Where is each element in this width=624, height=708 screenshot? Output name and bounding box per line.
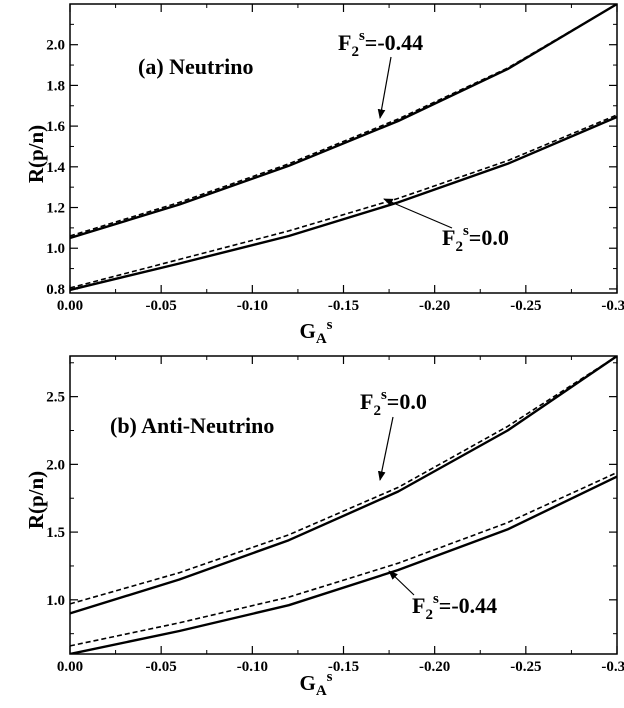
annotation-f2s-minus044-neutrino: F2s=-0.44 [338, 28, 423, 119]
svg-text:F2s=0.0: F2s=0.0 [442, 223, 509, 255]
series-line-solid [70, 475, 617, 654]
y-tick-label: 2.0 [46, 457, 65, 473]
annotation-f2s-minus044-anti-neutrino: F2s=-0.44 [388, 570, 497, 623]
y-axis-title-neutrino: R(p/n) [24, 125, 48, 183]
x-tick-label: -0.25 [510, 659, 541, 675]
series-group [70, 356, 617, 654]
svg-text:F2s=-0.44: F2s=-0.44 [412, 591, 497, 623]
y-tick-label: 1.4 [46, 160, 65, 176]
x-tick-label: -0.30 [601, 298, 624, 314]
annotation-arrow [377, 416, 394, 481]
x-tick-label: -0.25 [510, 298, 541, 314]
x-axis-title-anti-neutrino: GAs [299, 669, 332, 699]
series-line-dashed [70, 114, 617, 289]
svg-text:GAs: GAs [299, 317, 332, 347]
annotation-arrow [383, 198, 453, 229]
series-line-solid [70, 115, 617, 292]
y-tick-label: 1.6 [46, 119, 65, 135]
y-tick-label: 1.5 [46, 525, 65, 541]
y-tick-label: 0.8 [46, 282, 65, 298]
svg-text:F2s=-0.44: F2s=-0.44 [338, 28, 423, 60]
y-axis-title-anti-neutrino: R(p/n) [24, 471, 48, 529]
series-line-solid [70, 356, 617, 615]
plot-area-anti-neutrino: 0.00 -0.05 -0.10 -0.15 -0.20 -0.25 -0.30 1.0 1.5… [46, 355, 624, 675]
annotation-arrow [377, 56, 392, 119]
y-tick-label: 1.2 [46, 201, 65, 217]
svg-text:GAs: GAs [299, 669, 332, 699]
y-tick-label: 1.0 [46, 593, 65, 609]
panel-title-anti-neutrino: (b) Anti-Neutrino [110, 413, 274, 438]
x-tick-label: -0.10 [237, 298, 268, 314]
x-tick-label: -0.05 [146, 298, 177, 314]
series-line-dashed [70, 356, 617, 605]
x-tick-label: -0.30 [601, 659, 624, 675]
series-line-dashed [70, 471, 617, 647]
x-tick-label: -0.15 [328, 659, 359, 675]
annotation-arrow [388, 570, 415, 596]
y-tick-label: 2.0 [46, 38, 65, 54]
x-tick-label: -0.10 [237, 659, 268, 675]
y-tick-label: 2.5 [46, 390, 65, 406]
svg-text:F2s=0.0: F2s=0.0 [360, 387, 427, 419]
x-tick-label: 0.00 [57, 298, 83, 314]
x-tick-label: -0.05 [146, 659, 177, 675]
series-line-dashed [70, 4, 617, 237]
x-axis-title-neutrino: GAs [299, 317, 332, 347]
panel-anti-neutrino: 0.00 -0.05 -0.10 -0.15 -0.20 -0.25 -0.30 1.0 1.5… [24, 355, 624, 699]
panel-neutrino: 0.00 -0.05 -0.10 -0.15 -0.20 -0.25 -0.30 0.8 1.0… [24, 3, 624, 347]
x-tick-label: 0.00 [57, 659, 83, 675]
y-tick-label: 1.0 [46, 241, 65, 257]
annotation-f2s-zero-anti-neutrino: F2s=0.0 [360, 387, 427, 481]
x-tick-label: -0.20 [419, 298, 450, 314]
panel-title-neutrino: (a) Neutrino [138, 54, 253, 79]
x-tick-label: -0.20 [419, 659, 450, 675]
series-group [70, 4, 617, 292]
x-tick-label: -0.15 [328, 298, 359, 314]
plot-frame [69, 355, 618, 655]
plot-area-neutrino: 0.00 -0.05 -0.10 -0.15 -0.20 -0.25 -0.30 0.8 1.0… [46, 3, 624, 314]
annotation-f2s-zero-neutrino: F2s=0.0 [383, 198, 509, 255]
y-tick-label: 1.8 [46, 78, 65, 94]
